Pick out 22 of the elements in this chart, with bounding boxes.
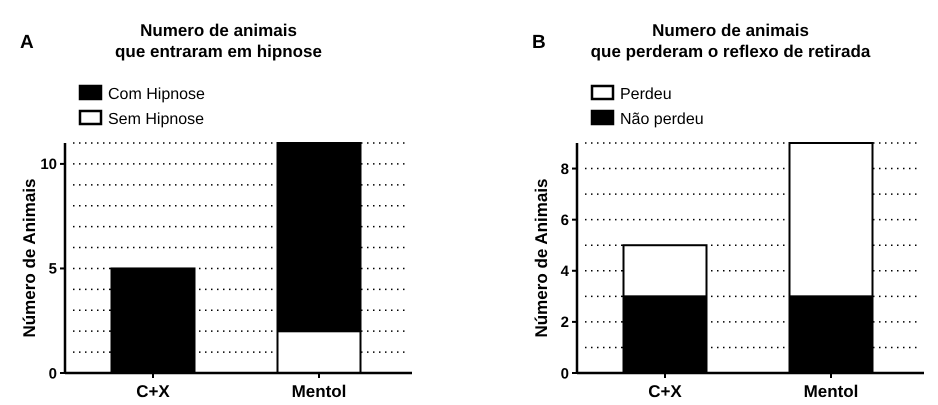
x-tick-label: Mentol [804, 382, 858, 401]
y-tick-label: 0 [560, 365, 569, 382]
legend-label: Com Hipnose [108, 86, 206, 103]
legend-label: Não perdeu [620, 111, 704, 128]
y-tick-label: 6 [560, 212, 569, 229]
legend-label: Perdeu [620, 86, 672, 103]
y-tick-label: 8 [560, 160, 569, 178]
chart-title: Numero de animais que entraram em hipnose [115, 21, 322, 61]
y-tick-label: 2 [560, 314, 569, 332]
x-tick-label: C+X [648, 382, 682, 401]
y-axis-title: Número de Animais [532, 178, 551, 338]
y-tick-label: 0 [48, 365, 57, 382]
y-tick-label: 4 [560, 263, 570, 280]
legend-label: Sem Hipnose [108, 111, 204, 128]
y-tick-label: 10 [40, 156, 57, 174]
x-tick-label: C+X [136, 382, 170, 401]
chart-title: Numero de animais que perderam o reflexo de retirada [590, 21, 871, 61]
text: A [20, 32, 34, 53]
text: B [532, 32, 546, 53]
y-tick-label: 5 [48, 260, 57, 278]
x-tick-label: Mentol [292, 382, 346, 401]
y-axis-title: Número de Animais [20, 178, 39, 338]
